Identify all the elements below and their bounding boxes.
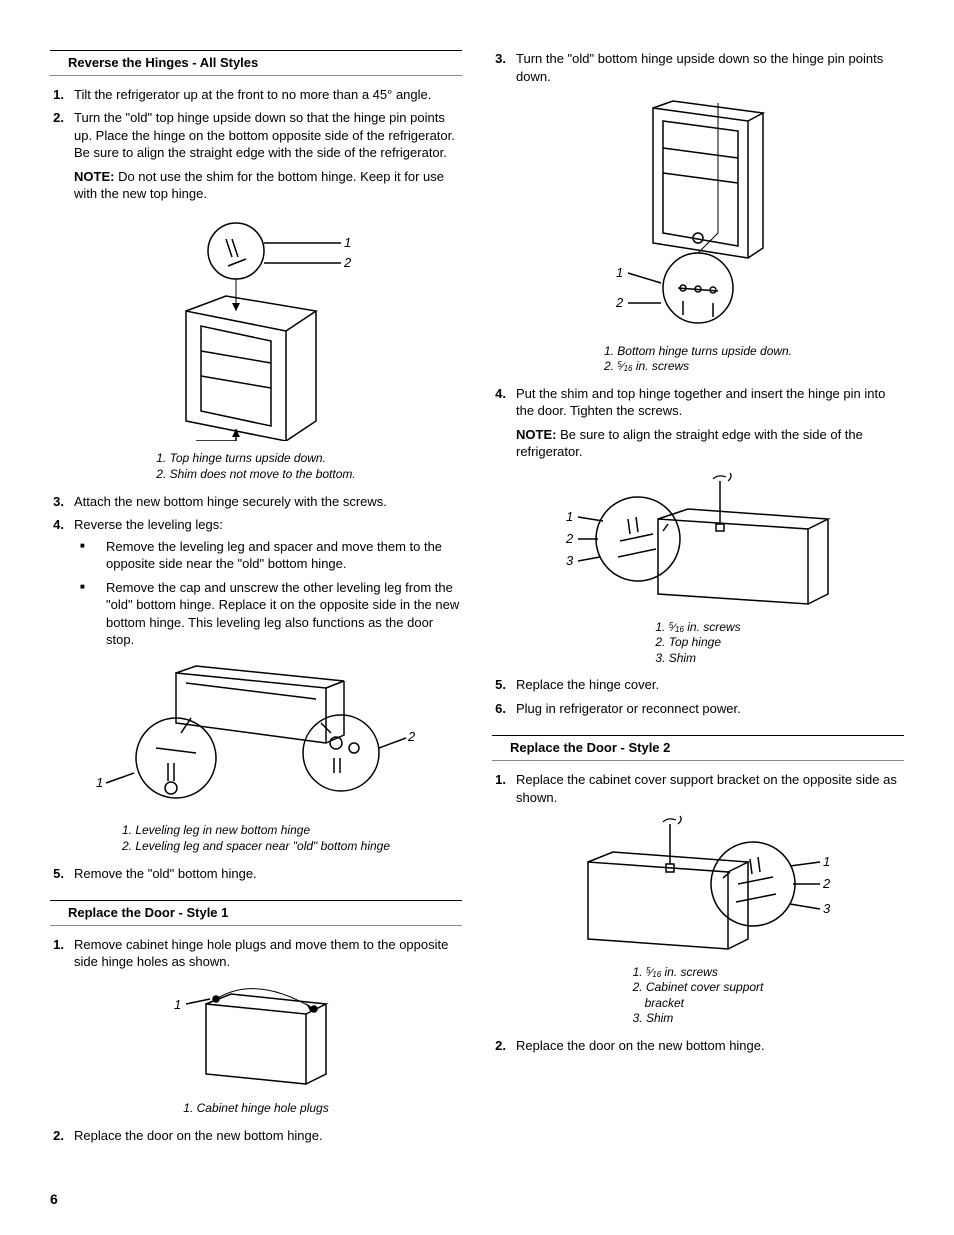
heading-replace-door-2: Replace the Door - Style 2 xyxy=(492,735,904,761)
bullet-2: Remove the cap and unscrew the other lev… xyxy=(74,579,462,649)
step-5: 5. Replace the hinge cover. xyxy=(492,676,904,694)
step-2: 2. Turn the "old" top hinge upside down … xyxy=(50,109,462,203)
door2-steps-end: 2. Replace the door on the new bottom hi… xyxy=(492,1037,904,1055)
step-5: 5. Remove the "old" bottom hinge. xyxy=(50,865,462,883)
step-2: 2. Replace the door on the new bottom hi… xyxy=(50,1127,462,1145)
step-2: 2. Replace the door on the new bottom hi… xyxy=(492,1037,904,1055)
figure-2-caption: 1. Leveling leg in new bottom hinge 2. L… xyxy=(50,823,462,854)
step-1: 1. Tilt the refrigerator up at the front… xyxy=(50,86,462,104)
door1-steps: 1. Remove cabinet hinge hole plugs and m… xyxy=(50,936,462,971)
step-1: 1. Remove cabinet hinge hole plugs and m… xyxy=(50,936,462,971)
svg-text:2: 2 xyxy=(822,876,831,891)
right-steps: 3. Turn the "old" bottom hinge upside do… xyxy=(492,50,904,85)
figure-5: 1 2 3 xyxy=(492,469,904,614)
figure-1: 1 2 xyxy=(50,211,462,446)
svg-text:2: 2 xyxy=(565,531,574,546)
figure-5-caption: 1. 5⁄16 in. screws 2. Top hinge 3. Shim xyxy=(492,620,904,667)
svg-text:3: 3 xyxy=(566,553,574,568)
step-3: 3. Attach the new bottom hinge securely … xyxy=(50,493,462,511)
bullet-1: Remove the leveling leg and spacer and m… xyxy=(74,538,462,573)
page-number: 6 xyxy=(50,1190,58,1209)
reverse-steps: 1. Tilt the refrigerator up at the front… xyxy=(50,86,462,203)
figure-6-caption: 1. 5⁄16 in. screws 2. Cabinet cover supp… xyxy=(492,965,904,1027)
step-num: 1. xyxy=(50,86,74,104)
svg-text:2: 2 xyxy=(615,295,624,310)
step-4: 4. Put the shim and top hinge together a… xyxy=(492,385,904,461)
heading-replace-door-1: Replace the Door - Style 1 xyxy=(50,900,462,926)
reverse-steps-end: 5. Remove the "old" bottom hinge. xyxy=(50,865,462,883)
svg-text:1: 1 xyxy=(344,235,351,250)
note: NOTE: Do not use the shim for the bottom… xyxy=(74,168,462,203)
svg-text:3: 3 xyxy=(823,901,831,916)
figure-4-caption: 1. Bottom hinge turns upside down. 2. 5⁄… xyxy=(492,344,904,375)
step-text: Turn the "old" top hinge upside down so … xyxy=(74,109,462,203)
right-steps-56: 5. Replace the hinge cover. 6. Plug in r… xyxy=(492,676,904,717)
svg-text:1: 1 xyxy=(566,509,573,524)
svg-text:2: 2 xyxy=(343,255,352,270)
figure-3: 1 xyxy=(50,979,462,1094)
step-num: 2. xyxy=(50,109,74,203)
step-6: 6. Plug in refrigerator or reconnect pow… xyxy=(492,700,904,718)
figure-4: 1 2 xyxy=(492,93,904,338)
step-4-bullets: Remove the leveling leg and spacer and m… xyxy=(74,538,462,649)
door1-steps-end: 2. Replace the door on the new bottom hi… xyxy=(50,1127,462,1145)
svg-text:2: 2 xyxy=(407,729,416,744)
svg-text:1: 1 xyxy=(823,854,830,869)
step-1: 1. Replace the cabinet cover support bra… xyxy=(492,771,904,806)
figure-2: 1 2 xyxy=(50,663,462,818)
step-4: 4. Reverse the leveling legs: Remove the… xyxy=(50,516,462,655)
svg-text:1: 1 xyxy=(616,265,623,280)
right-column: 3. Turn the "old" bottom hinge upside do… xyxy=(492,50,904,1151)
heading-reverse-hinges: Reverse the Hinges - All Styles xyxy=(50,50,462,76)
svg-text:1: 1 xyxy=(96,775,103,790)
left-column: Reverse the Hinges - All Styles 1. Tilt … xyxy=(50,50,462,1151)
figure-1-caption: 1. Top hinge turns upside down. 2. Shim … xyxy=(50,451,462,482)
step-3: 3. Turn the "old" bottom hinge upside do… xyxy=(492,50,904,85)
step-text: Tilt the refrigerator up at the front to… xyxy=(74,86,462,104)
reverse-steps-cont: 3. Attach the new bottom hinge securely … xyxy=(50,493,462,655)
figure-3-caption: 1. Cabinet hinge hole plugs xyxy=(50,1099,462,1117)
right-steps-4: 4. Put the shim and top hinge together a… xyxy=(492,385,904,461)
svg-text:1: 1 xyxy=(174,997,181,1012)
figure-6: 1 2 3 xyxy=(492,814,904,959)
door2-steps: 1. Replace the cabinet cover support bra… xyxy=(492,771,904,806)
note: NOTE: Be sure to align the straight edge… xyxy=(516,426,904,461)
